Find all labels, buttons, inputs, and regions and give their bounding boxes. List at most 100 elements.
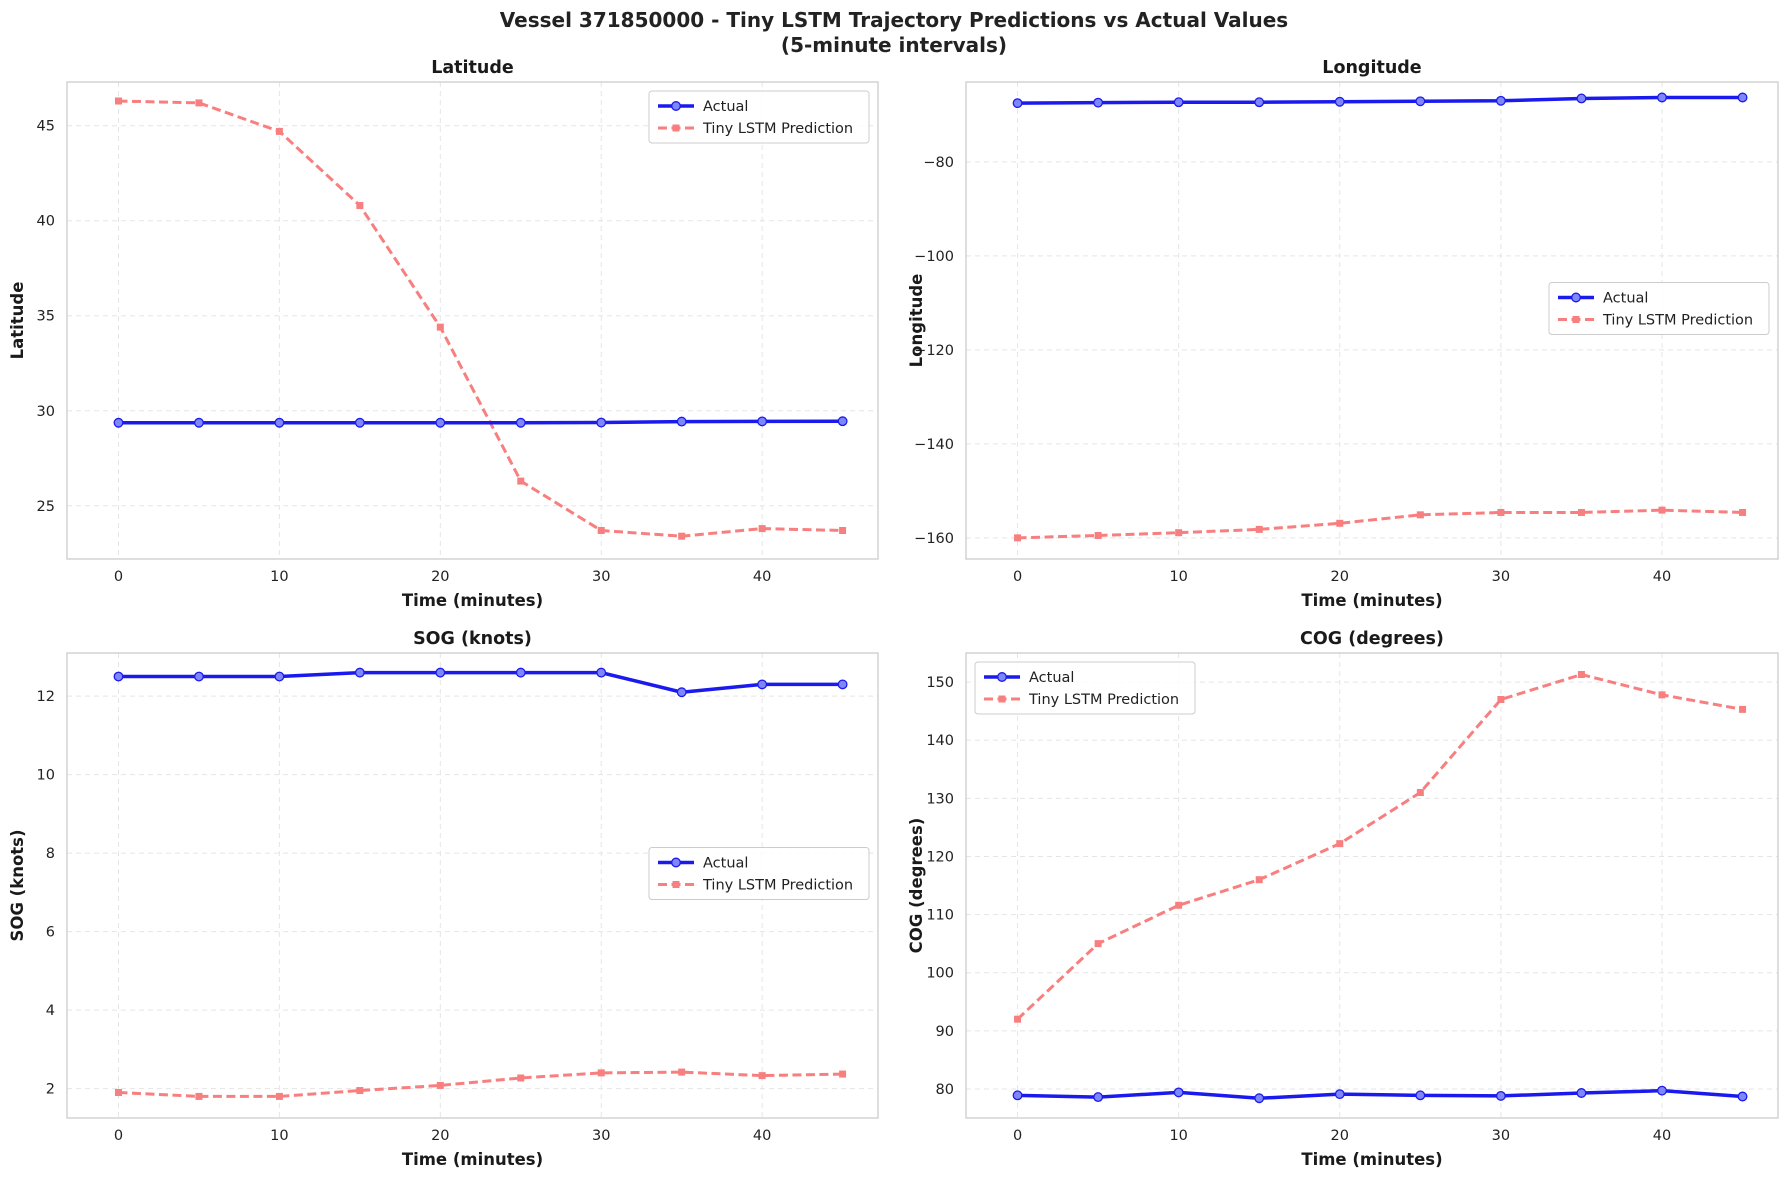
data-point-actual <box>1173 1087 1184 1098</box>
data-point-prediction <box>356 202 364 210</box>
data-point-prediction <box>1255 525 1263 533</box>
legend: Actual Tiny LSTM Prediction <box>648 90 870 144</box>
data-point-actual <box>596 417 607 428</box>
data-point-actual <box>1657 92 1667 103</box>
x-axis-label: Time (minutes) <box>402 1150 543 1169</box>
data-point-actual <box>1173 97 1184 108</box>
data-point-prediction <box>114 97 122 105</box>
data-point-prediction <box>1497 508 1505 516</box>
x-tick-label: 30 <box>592 1128 610 1144</box>
legend-label-prediction: Tiny LSTM Prediction <box>1028 692 1179 708</box>
data-point-prediction <box>1416 789 1424 796</box>
y-tick-label: 12 <box>37 689 55 705</box>
legend-label-prediction: Tiny LSTM Prediction <box>702 878 853 894</box>
series-line-actual <box>1017 1088 1743 1100</box>
data-point-prediction <box>678 532 686 540</box>
x-tick-label: 0 <box>114 569 123 585</box>
legend-marker-prediction <box>1572 316 1580 323</box>
y-tick-label: 4 <box>46 1003 55 1019</box>
data-point-prediction <box>1739 705 1747 713</box>
legend-box <box>648 90 870 144</box>
legend-box <box>974 661 1196 715</box>
data-point-actual <box>435 667 446 678</box>
data-point-prediction <box>195 99 203 107</box>
legend: Actual Tiny LSTM Prediction <box>648 847 870 900</box>
y-axis-label: COG (degrees) <box>907 818 926 954</box>
x-tick-label: 20 <box>1331 569 1349 585</box>
data-point-actual <box>1576 93 1587 104</box>
subplot-title: Longitude <box>1322 58 1422 78</box>
data-point-actual <box>515 417 526 428</box>
legend-label-prediction: Tiny LSTM Prediction <box>702 121 853 137</box>
data-point-prediction <box>839 1070 847 1078</box>
legend-marker-prediction <box>672 881 680 888</box>
plot-area <box>67 82 878 559</box>
legend-box <box>648 847 870 900</box>
data-point-prediction <box>1014 534 1022 542</box>
data-point-actual <box>354 667 365 678</box>
data-point-prediction <box>839 526 847 534</box>
x-tick-label: 0 <box>114 1128 123 1144</box>
y-tick-label: −100 <box>914 249 954 265</box>
data-point-prediction <box>195 1092 203 1100</box>
data-point-actual <box>1093 97 1104 108</box>
x-tick-label: 10 <box>1169 569 1187 585</box>
y-tick-label: 140 <box>926 733 954 749</box>
y-tick-label: 45 <box>37 119 55 135</box>
y-tick-label: 150 <box>926 675 954 691</box>
figure-title-line2: (5-minute intervals) <box>781 33 1007 57</box>
plot-area <box>966 653 1778 1118</box>
x-tick-label: 10 <box>270 1128 288 1144</box>
legend-label-actual: Actual <box>1603 291 1648 307</box>
data-point-prediction <box>1094 940 1102 948</box>
data-point-actual <box>113 671 124 682</box>
data-point-prediction <box>758 525 766 533</box>
data-point-prediction <box>1255 876 1263 884</box>
axes-frame <box>66 81 879 560</box>
data-point-actual <box>274 671 285 682</box>
y-tick-label: 2 <box>46 1082 55 1098</box>
data-point-actual <box>193 417 204 428</box>
y-tick-label: 25 <box>37 499 55 515</box>
data-point-actual <box>1254 1093 1265 1104</box>
data-point-prediction <box>1577 671 1585 679</box>
x-axis-label: Time (minutes) <box>1301 591 1442 610</box>
legend-marker-prediction <box>672 124 680 132</box>
y-tick-label: −160 <box>914 531 954 547</box>
data-point-actual <box>354 417 365 428</box>
subplot-cog-degrees: 0 10 20 30 40 80 90 100 110 120 130 140 150 COG (degr… <box>907 629 1779 1169</box>
data-point-actual <box>1495 95 1506 106</box>
y-tick-label: 120 <box>926 849 954 865</box>
legend-label-actual: Actual <box>1029 670 1074 686</box>
data-point-prediction <box>436 1081 444 1089</box>
y-tick-label: −140 <box>914 437 954 453</box>
data-point-prediction <box>1094 532 1102 540</box>
data-point-prediction <box>275 1092 283 1100</box>
y-tick-label: −80 <box>923 155 954 171</box>
data-point-actual <box>1093 1092 1104 1103</box>
data-point-prediction <box>1175 529 1183 537</box>
x-tick-label: 20 <box>431 1128 449 1144</box>
x-tick-label: 20 <box>1331 1128 1349 1144</box>
data-point-actual <box>1254 97 1265 108</box>
data-point-prediction <box>1497 696 1505 703</box>
data-point-prediction <box>436 323 444 331</box>
data-point-prediction <box>1577 508 1585 516</box>
y-tick-label: 40 <box>37 214 55 230</box>
x-tick-label: 20 <box>431 569 449 585</box>
series-line-prediction <box>118 99 843 538</box>
series-line-prediction <box>1016 673 1743 1021</box>
y-tick-label: −120 <box>914 343 954 359</box>
y-tick-label: 8 <box>46 846 55 862</box>
data-point-actual <box>1415 1090 1426 1101</box>
legend-box <box>1548 282 1770 335</box>
y-tick-label: 80 <box>936 1082 954 1098</box>
data-point-prediction <box>356 1087 364 1095</box>
x-tick-label: 40 <box>753 1128 771 1144</box>
series-line-actual <box>1017 95 1743 105</box>
subplot-sog-knots: 0 10 20 30 40 2 4 6 8 10 12 SOG (knots) Time (minute… <box>8 629 879 1169</box>
y-axis-label: Latitude <box>8 282 27 360</box>
data-point-prediction <box>517 1074 525 1082</box>
